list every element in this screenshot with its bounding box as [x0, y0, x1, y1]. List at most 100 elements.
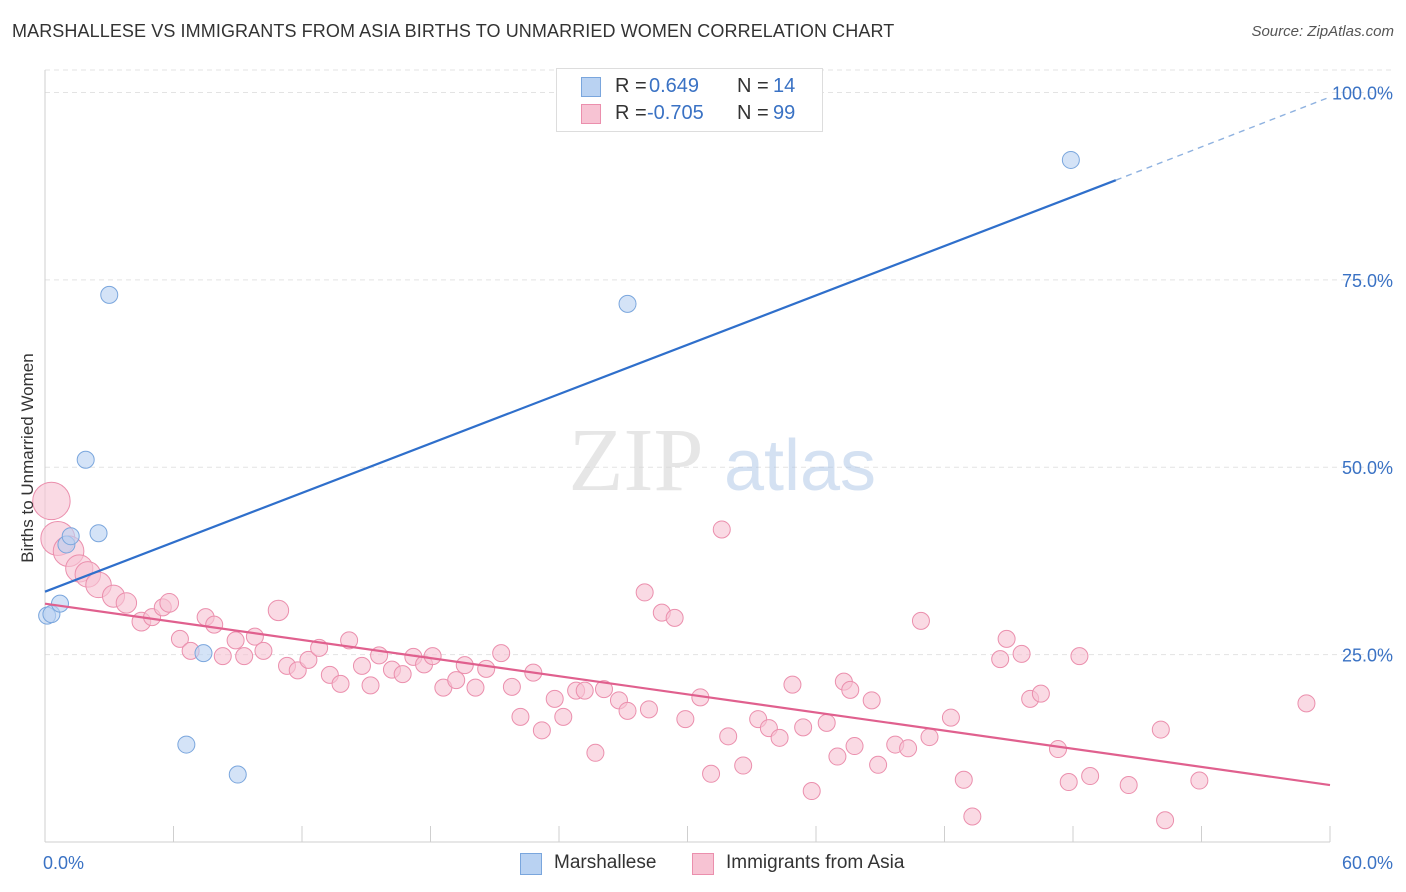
point-immigrants-from-asia: [1049, 740, 1068, 759]
point-immigrants-from-asia: [492, 644, 511, 663]
point-immigrants-from-asia: [770, 728, 789, 747]
point-marshallese: [618, 294, 637, 313]
legend-n-value: 99: [773, 102, 796, 124]
point-immigrants-from-asia: [1119, 776, 1138, 795]
point-immigrants-from-asia: [712, 520, 731, 539]
watermark-zip: ZIP: [569, 411, 704, 510]
point-immigrants-from-asia: [447, 671, 466, 690]
y-tick-label: 25.0%: [1342, 646, 1393, 666]
point-immigrants-from-asia: [545, 689, 564, 708]
point-immigrants-from-asia: [869, 755, 888, 774]
legend-r-value: -0.705: [647, 102, 704, 124]
point-immigrants-from-asia: [997, 629, 1016, 648]
point-immigrants-from-asia: [226, 631, 245, 650]
point-immigrants-from-asia: [267, 599, 290, 622]
y-tick-label: 75.0%: [1342, 271, 1393, 291]
point-immigrants-from-asia: [575, 681, 594, 700]
point-immigrants-from-asia: [352, 656, 371, 675]
point-immigrants-from-asia: [845, 737, 864, 756]
point-marshallese: [177, 735, 196, 754]
point-immigrants-from-asia: [841, 680, 860, 699]
point-marshallese: [89, 524, 108, 543]
point-immigrants-from-asia: [1012, 644, 1031, 663]
point-immigrants-from-asia: [783, 675, 802, 694]
point-immigrants-from-asia: [719, 727, 738, 746]
point-immigrants-from-asia: [941, 708, 960, 727]
source-label: Source: ZipAtlas.com: [1251, 23, 1394, 40]
watermark-atlas: atlas: [724, 426, 876, 506]
point-immigrants-from-asia: [455, 656, 474, 675]
point-immigrants-from-asia: [235, 647, 254, 666]
point-immigrants-from-asia: [532, 721, 551, 740]
point-marshallese: [50, 594, 69, 613]
point-immigrants-from-asia: [911, 611, 930, 630]
point-immigrants-from-asia: [361, 676, 380, 695]
point-immigrants-from-asia: [213, 647, 232, 666]
point-immigrants-from-asia: [676, 710, 695, 729]
point-immigrants-from-asia: [205, 615, 224, 634]
y-axis-label: Births to Unmarried Women: [18, 353, 37, 563]
point-immigrants-from-asia: [170, 629, 189, 648]
point-immigrants-from-asia: [665, 608, 684, 627]
point-immigrants-from-asia: [1151, 720, 1170, 739]
chart-title: MARSHALLESE VS IMMIGRANTS FROM ASIA BIRT…: [12, 21, 895, 41]
point-immigrants-from-asia: [477, 659, 496, 678]
point-immigrants-from-asia: [618, 701, 637, 720]
point-immigrants-from-asia: [1059, 773, 1078, 792]
point-immigrants-from-asia: [340, 631, 359, 650]
point-immigrants-from-asia: [734, 756, 753, 775]
point-marshallese: [1061, 150, 1080, 169]
correlation-legend: R = 0.649 N = 14 R = -0.705 N = 99: [556, 68, 823, 132]
point-immigrants-from-asia: [991, 650, 1010, 669]
axes: [44, 70, 1331, 843]
point-immigrants-from-asia: [963, 807, 982, 826]
legend-r-label: R =: [615, 102, 647, 124]
watermark: ZIP atlas: [569, 411, 877, 510]
point-immigrants-from-asia: [32, 481, 71, 521]
point-immigrants-from-asia: [794, 718, 813, 737]
series-legend-swatch-marshallese: [520, 853, 542, 875]
legend-row-immigrants-from-asia: R = -0.705 N = 99: [557, 100, 822, 128]
legend-swatch-immigrants-from-asia: [581, 104, 601, 124]
point-immigrants-from-asia: [954, 770, 973, 789]
point-immigrants-from-asia: [702, 764, 721, 783]
point-immigrants-from-asia: [466, 678, 485, 697]
immigrants-from-asia-points: [32, 481, 1316, 830]
trendline-immigrants-from-asia: [44, 602, 1331, 787]
point-immigrants-from-asia: [862, 691, 881, 710]
point-marshallese: [100, 285, 119, 304]
point-immigrants-from-asia: [639, 700, 658, 719]
point-immigrants-from-asia: [594, 680, 613, 699]
point-marshallese: [61, 527, 80, 546]
grid-lines: [45, 69, 1392, 656]
trendline-marshallese: [44, 179, 1117, 593]
trendline-marshallese-extension: [1115, 96, 1331, 181]
y-tick-label: 50.0%: [1342, 458, 1393, 478]
point-immigrants-from-asia: [1081, 767, 1100, 786]
point-immigrants-from-asia: [331, 674, 350, 693]
point-immigrants-from-asia: [1031, 684, 1050, 703]
y-tick-label: 100.0%: [1332, 83, 1393, 103]
point-immigrants-from-asia: [159, 593, 180, 613]
tick-labels: 25.0% 50.0% 75.0% 100.0% 0.0% 60.0%: [43, 83, 1393, 873]
legend-n-value: 14: [773, 75, 796, 97]
series-legend-label: Immigrants from Asia: [726, 852, 905, 873]
point-immigrants-from-asia: [817, 713, 836, 732]
point-immigrants-from-asia: [828, 747, 847, 766]
x-tick-label: 60.0%: [1342, 853, 1393, 873]
trendlines: [44, 96, 1331, 787]
point-immigrants-from-asia: [586, 743, 605, 762]
point-immigrants-from-asia: [254, 641, 273, 660]
point-immigrants-from-asia: [899, 739, 918, 758]
point-immigrants-from-asia: [1070, 647, 1089, 666]
series-legend-label: Marshallese: [554, 852, 657, 873]
point-immigrants-from-asia: [1156, 811, 1175, 830]
point-immigrants-from-asia: [1297, 694, 1316, 713]
x-tick-label: 0.0%: [43, 853, 84, 873]
legend-row-marshallese: R = 0.649 N = 14: [557, 73, 822, 101]
point-immigrants-from-asia: [802, 782, 821, 801]
legend-r-value: 0.649: [649, 75, 700, 97]
legend-swatch-marshallese: [581, 77, 601, 97]
legend-n-label: N =: [737, 75, 769, 97]
